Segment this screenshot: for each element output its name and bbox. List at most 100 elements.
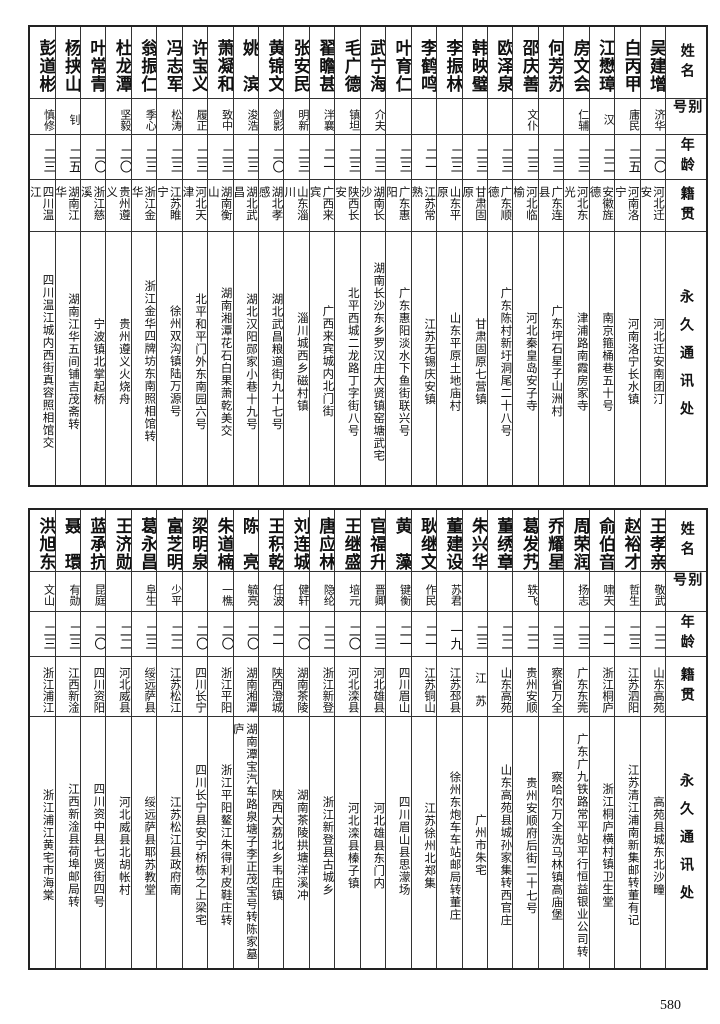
person-name: 李鹤鸣 (411, 27, 437, 99)
person-address: 河南洛宁长水镇 (626, 317, 640, 406)
person-address: 广西来宾城内北门街 (321, 305, 335, 418)
person-address: 徐州双沟镇陆万源号 (168, 305, 182, 418)
person-alias (538, 99, 564, 135)
person-address: 江西新淦县荷埠邮局转 (66, 783, 80, 908)
person-address: 江苏清江浦南新集邮转董有记 (626, 764, 640, 927)
header-address: 永久通讯处 (678, 288, 695, 429)
person-name: 房文会 (564, 27, 589, 99)
person-column: 欧泽泉 二三 广东顺德 广东陈村新圩洞尾二十八号 (486, 27, 513, 485)
person-hometown: 山东淄川 (284, 180, 309, 232)
person-hometown: 湖北孝感 (259, 180, 284, 232)
person-hometown: 广东惠阳 (386, 180, 411, 232)
person-alias: 毓亮 (233, 572, 258, 612)
page-number: 580 (660, 998, 681, 1013)
person-hometown: 江苏邳县 (437, 657, 462, 717)
person-hometown: 江苏睢宁 (157, 180, 182, 232)
person-name: 彭道彬 (30, 27, 55, 99)
person-hometown: 山东高苑 (487, 657, 513, 717)
person-alias (80, 99, 106, 135)
person-name: 许宝义 (182, 27, 208, 99)
person-address: 湖南江华五间铺吉茂斋转 (66, 292, 80, 431)
person-name: 冯志军 (157, 27, 182, 99)
header-hometown: 籍贯 (666, 180, 706, 232)
person-hometown: 河北迁安 (640, 180, 665, 232)
person-alias: 文仆 (513, 99, 538, 135)
person-name: 赵裕才 (615, 510, 640, 572)
person-age: 二三 (30, 612, 55, 657)
person-hometown: 江苏松江 (157, 657, 182, 717)
person-address: 淄川城西乡磁村镇 (295, 311, 309, 412)
person-hometown: 湖南长沙 (360, 180, 386, 232)
person-alias: 汉 (589, 99, 615, 135)
person-age: 二〇 (106, 135, 131, 180)
person-hometown: 浙江金华 (131, 180, 157, 232)
person-alias (106, 572, 131, 612)
person-hometown: 贵州遵义 (106, 180, 131, 232)
person-name: 蓝承抗 (80, 510, 106, 572)
person-name: 欧泽泉 (487, 27, 513, 99)
person-name: 杜龙潭 (106, 27, 131, 99)
person-address: 湖南潭宝汽车路泉塘子李正茂宝号转陈家墓庐 (233, 723, 258, 961)
roster-table-top: 姓名 别号 年龄 籍贯 永久通讯处 吴建增 济华 二〇 河北迁安 河北迁安南团汀 白丙甲 庸民 二五 河南… (28, 25, 708, 487)
person-alias: 文山 (30, 572, 55, 612)
person-age: 二一 (309, 135, 335, 180)
header-age: 年龄 (666, 135, 706, 180)
person-column: 乔耀星 二三 察省万全 察哈尔万全洗马林镇高庙堡 (537, 510, 564, 968)
header-hometown: 籍贯 (666, 657, 706, 717)
person-age: 二三 (615, 612, 640, 657)
person-alias (462, 572, 487, 612)
person-address: 河北滦县榛子镇 (346, 801, 360, 890)
person-hometown: 河北临榆 (513, 180, 538, 232)
person-name: 官福升 (360, 510, 386, 572)
person-alias: 轶飞 (513, 572, 538, 612)
person-column: 王济勋 二二 河北威县 河北威县北胡帐村 (105, 510, 131, 968)
person-address: 浙江新登县古城乡 (321, 795, 335, 896)
person-column: 彭道彬 慎修 二三 四川温江 四川温江城内西街真容照相馆交 (30, 27, 55, 485)
person-column: 翁振仁 季心 二三 浙江金华 浙江金华四牌坊东南照相馆转 (130, 27, 157, 485)
person-age: 二三 (284, 135, 309, 180)
person-alias: 钊 (55, 99, 80, 135)
person-name: 白丙甲 (615, 27, 640, 99)
person-column: 梁明泉 二〇 四川长宁 四川长宁县安宁桥栋之上梁宅 (181, 510, 208, 968)
person-name: 刘连城 (284, 510, 309, 572)
person-alias: 仁辅 (564, 99, 589, 135)
person-address: 津浦路南霞房家寺 (575, 311, 589, 412)
person-age: 二二 (640, 612, 665, 657)
person-age: 二二 (589, 135, 615, 180)
person-alias: 致中 (208, 99, 233, 135)
person-hometown: 浙江桐庐 (589, 657, 615, 717)
person-age: 二〇 (335, 612, 360, 657)
person-column: 唐应林 隐纶 二二 浙江新登 浙江新登县古城乡 (308, 510, 335, 968)
person-address: 北平和平门外东南园六号 (194, 292, 208, 431)
person-column: 富芝明 少平 二二 江苏松江 江苏松江县政府南 (156, 510, 182, 968)
person-column: 官福升 晋卿 二三 河北雄县 河北雄县东门内 (359, 510, 386, 968)
person-hometown: 浙江平阳 (208, 657, 233, 717)
person-hometown: 河北雄县 (360, 657, 386, 717)
person-column: 江懋璋汉二二 安徽旌德 南京箍桶巷五十号 (588, 27, 615, 485)
person-age: 二〇 (80, 612, 106, 657)
person-name: 翟瞻甚 (309, 27, 335, 99)
person-column: 董建设 苏君 一九 江苏邳县 徐州东炮车车站邮局转董庄 (436, 510, 462, 968)
person-column: 张安民 明新 二三 山东淄川 淄川城西乡磁村镇 (283, 27, 309, 485)
person-age: 二二 (487, 612, 513, 657)
person-age: 二二 (513, 612, 538, 657)
person-age: 二一 (589, 612, 615, 657)
person-hometown: 四川眉山 (386, 657, 411, 717)
person-alias: 济华 (640, 99, 665, 135)
person-address: 宁波镇北掌起桥 (92, 317, 106, 406)
person-age: 二三 (233, 135, 258, 180)
person-address: 广东陈村新圩洞尾二十八号 (499, 286, 513, 437)
person-age: 二二 (309, 612, 335, 657)
person-alias: 任波 (259, 572, 284, 612)
person-age: 二三 (487, 135, 513, 180)
person-alias (182, 572, 208, 612)
person-alias: 晋卿 (360, 572, 386, 612)
person-column: 洪旭东 文山 二三 浙江浦江 浙江浦江黄宅市海棠 (30, 510, 55, 968)
person-column: 赵裕才 哲生 二三 江苏泗阳 江苏清江浦南新集邮转董有记 (614, 510, 640, 968)
person-address: 江苏徐州北郑集 (423, 801, 437, 890)
person-alias: 敬武 (640, 572, 665, 612)
person-alias (487, 99, 513, 135)
person-column: 李鹤鸣 二一 江苏常熟 江苏无锡庆安镇 (410, 27, 437, 485)
person-name: 朱兴华 (462, 510, 487, 572)
person-column: 俞伯音 啸天 二一 浙江桐庐 浙江桐庐横村镇卫生堂 (588, 510, 615, 968)
